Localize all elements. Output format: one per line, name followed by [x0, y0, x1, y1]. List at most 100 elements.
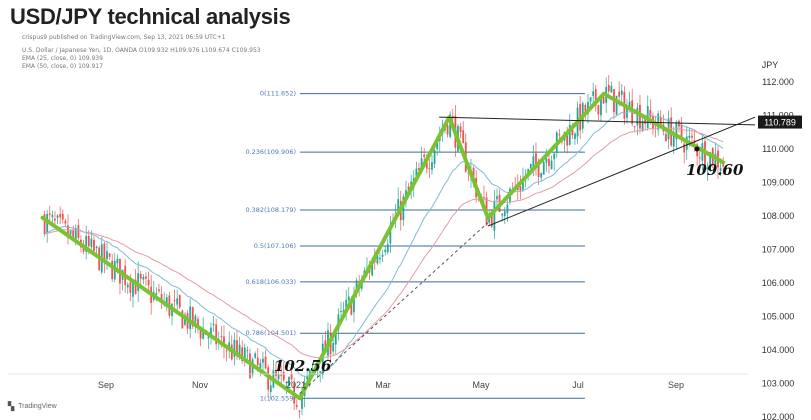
candle-body [683, 143, 686, 153]
candle [59, 206, 62, 225]
candle-body [381, 254, 384, 257]
candle-body [641, 120, 644, 131]
candle-body [160, 294, 163, 303]
axes: 112.000 111.000 110.000 109.000 108.000 107.0… [8, 60, 802, 420]
candle-body [275, 371, 277, 376]
candle [282, 362, 285, 383]
candle-body [462, 130, 465, 144]
candle-body [147, 280, 150, 286]
candle-body [173, 300, 176, 302]
candle [462, 120, 465, 144]
candle-body [472, 167, 475, 177]
y-tick-label: 106.000 [762, 278, 795, 288]
candle-body [90, 238, 93, 247]
candle-body [657, 113, 660, 130]
candle [181, 309, 184, 329]
candle [459, 123, 462, 139]
candle-body [259, 363, 262, 369]
candle-body [108, 253, 111, 257]
candle [158, 283, 160, 294]
candle [548, 152, 550, 174]
candle-body [540, 173, 543, 178]
candle [298, 409, 301, 419]
candle-body [490, 213, 493, 227]
candle-body [636, 107, 639, 126]
candle-body [597, 104, 600, 115]
candle-body [545, 158, 548, 163]
y-tick-label: 108.000 [762, 211, 795, 221]
candle-body [672, 135, 675, 147]
candle [223, 325, 225, 359]
candle-body [129, 282, 132, 293]
candle-body [61, 213, 64, 220]
candle-body [59, 213, 62, 218]
candle-body [558, 134, 561, 136]
candle-body [321, 343, 324, 375]
candle [119, 258, 121, 295]
candle-body [548, 158, 550, 166]
candle-body [379, 257, 381, 260]
candle [654, 115, 657, 138]
candle-body [288, 376, 290, 386]
candle-body [225, 350, 228, 352]
candle [540, 172, 543, 182]
x-tick-label: Sep [668, 380, 684, 390]
candle [264, 349, 267, 370]
candle-body [467, 172, 470, 174]
candle-body [594, 89, 597, 106]
candle [589, 97, 592, 106]
candle [108, 253, 111, 260]
candle-body [295, 404, 298, 407]
candle [152, 281, 155, 303]
candle [48, 205, 51, 223]
candle [389, 215, 392, 253]
candle [280, 364, 283, 385]
candle [670, 107, 673, 148]
y-tick-label: 105.000 [762, 312, 795, 322]
candle [254, 351, 257, 360]
candle-body [197, 318, 199, 327]
candle [212, 316, 215, 332]
candle [678, 119, 680, 133]
candle-body [431, 162, 433, 170]
candle-body [522, 178, 524, 190]
candle-body [202, 328, 205, 339]
candle-body [566, 135, 569, 146]
y-tick-label: 110.000 [762, 144, 794, 154]
candle [602, 95, 605, 104]
candle [558, 129, 561, 139]
candle [722, 157, 725, 175]
candle-body [243, 347, 246, 359]
resistance-line [439, 116, 756, 126]
candle-body [353, 293, 355, 313]
candle-body [319, 371, 322, 373]
candle-body [714, 153, 717, 167]
candle-body [350, 298, 353, 315]
candle-body [415, 168, 418, 177]
candle-body [459, 126, 462, 133]
candle-body [719, 167, 722, 172]
candle [243, 343, 246, 367]
candle-body [334, 331, 337, 345]
candle [519, 175, 522, 200]
x-tick-label: Sep [98, 380, 114, 390]
candle [550, 155, 553, 170]
candle-body [529, 164, 532, 169]
candle-body [446, 125, 449, 135]
y-axis-title: JPY [762, 60, 779, 70]
candle [503, 206, 506, 224]
candle-body [95, 246, 98, 248]
fib-label: 0(111.652) [260, 90, 296, 98]
publisher-line: crispus9 published on TradingView.com, S… [22, 34, 226, 41]
candle-body [246, 350, 249, 352]
y-tick-label: 109.000 [762, 178, 795, 188]
candle [43, 210, 46, 237]
candle [61, 209, 64, 224]
candle-body [532, 156, 535, 169]
candle-body [51, 215, 54, 218]
candle [100, 236, 103, 275]
candle [215, 318, 218, 350]
candle [683, 138, 686, 164]
candle-body [85, 236, 88, 252]
